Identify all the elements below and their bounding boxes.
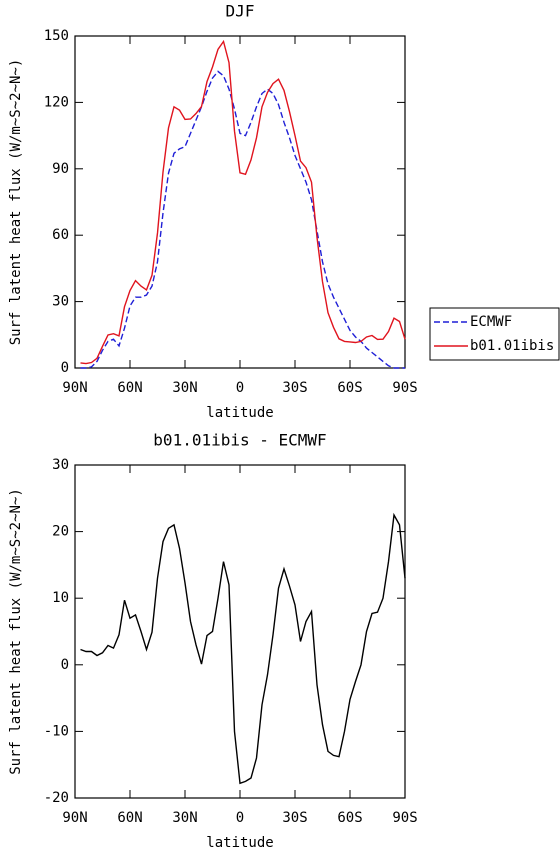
x-axis-title: latitude xyxy=(206,835,273,851)
x-axis-title: latitude xyxy=(206,405,273,421)
y-tick-label: 20 xyxy=(52,524,69,540)
x-tick-label: 30N xyxy=(172,380,197,396)
x-tick-label: 30S xyxy=(282,810,307,826)
y-tick-label: -10 xyxy=(44,723,69,739)
y-tick-label: 0 xyxy=(61,360,69,376)
plot-frame xyxy=(74,464,406,799)
x-tick-label: 30N xyxy=(172,810,197,826)
x-tick-label: 0 xyxy=(236,380,244,396)
y-axis-title: Surf latent heat flux (W/m~S~2~N~) xyxy=(8,59,24,346)
x-tick-label: 90S xyxy=(392,810,417,826)
x-tick-label: 60S xyxy=(337,380,362,396)
y-axis-title: Surf latent heat flux (W/m~S~2~N~) xyxy=(8,488,24,775)
x-tick-label: 30S xyxy=(282,380,307,396)
plot-frame xyxy=(74,35,406,369)
x-tick-label: 90N xyxy=(62,810,87,826)
x-tick-label: 90N xyxy=(62,380,87,396)
data-line xyxy=(80,70,405,369)
y-tick-label: 10 xyxy=(52,590,69,606)
y-tick-label: 150 xyxy=(44,28,69,44)
y-tick-label: 60 xyxy=(52,227,69,243)
y-tick-label: -20 xyxy=(44,790,69,806)
legend-label: ECMWF xyxy=(470,314,512,330)
y-tick-label: 90 xyxy=(52,161,69,177)
x-tick-label: 0 xyxy=(236,810,244,826)
x-tick-label: 60S xyxy=(337,810,362,826)
y-tick-label: 120 xyxy=(44,94,69,110)
data-line xyxy=(80,39,406,365)
x-tick-label: 90S xyxy=(392,380,417,396)
x-tick-label: 60N xyxy=(117,810,142,826)
y-tick-label: 30 xyxy=(52,294,69,310)
x-tick-label: 60N xyxy=(117,380,142,396)
legend-box xyxy=(429,307,560,361)
chart-title: DJF xyxy=(226,2,255,21)
y-tick-label: 30 xyxy=(52,457,69,473)
chart-title: b01.01ibis - ECMWF xyxy=(153,431,326,450)
legend-label: b01.01ibis xyxy=(470,338,554,354)
data-line xyxy=(80,512,406,785)
y-tick-label: 0 xyxy=(61,657,69,673)
